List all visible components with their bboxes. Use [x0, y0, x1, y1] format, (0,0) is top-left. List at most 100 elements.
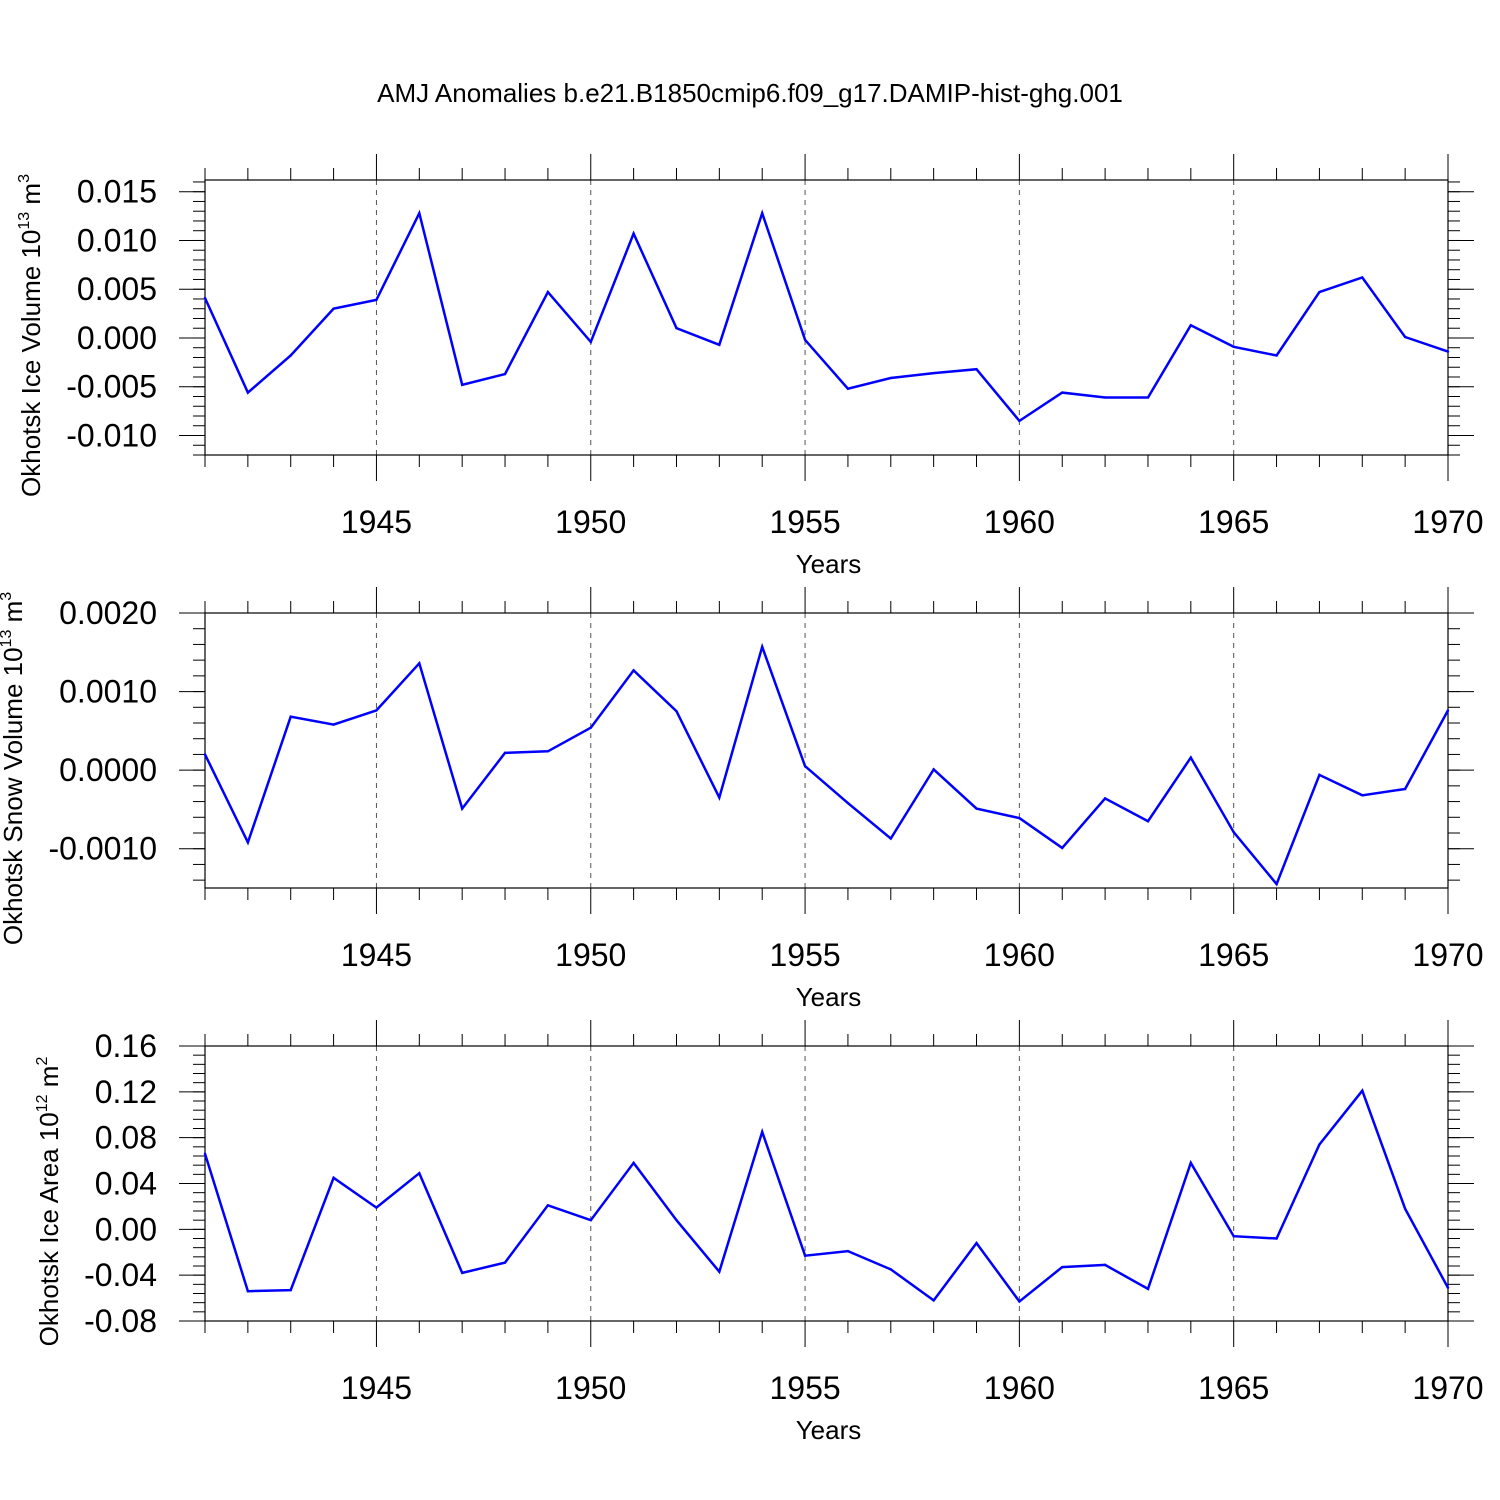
- data-point: [460, 807, 464, 810]
- data-point: [889, 837, 892, 840]
- data-point: [246, 391, 250, 394]
- data-point: [889, 376, 892, 380]
- x-axis-label: Years: [796, 549, 862, 579]
- y-tick-label: -0.04: [84, 1257, 157, 1293]
- data-point: [1189, 756, 1193, 759]
- data-point: [1403, 787, 1407, 791]
- x-tick-label: 1955: [769, 1370, 840, 1406]
- y-axis-label: Okhotsk Ice Volume 1013 m3: [16, 174, 46, 497]
- data-point: [803, 338, 807, 342]
- data-point: [1018, 419, 1021, 423]
- data-point: [203, 1152, 207, 1155]
- y-tick-label: 0.0000: [59, 752, 157, 788]
- x-tick-label: 1970: [1412, 504, 1483, 540]
- data-point: [203, 753, 207, 756]
- data-point: [761, 211, 764, 215]
- data-point: [460, 383, 464, 386]
- data-point: [589, 726, 592, 729]
- x-tick-label: 1965: [1198, 1370, 1269, 1406]
- data-point: [1275, 354, 1278, 357]
- x-tick-label: 1945: [341, 504, 412, 540]
- data-point: [632, 232, 635, 235]
- data-point: [675, 327, 678, 330]
- data-point: [289, 354, 292, 357]
- data-point: [418, 1171, 421, 1175]
- x-tick-label: 1960: [984, 504, 1055, 540]
- data-point: [289, 1288, 292, 1292]
- data-point: [1446, 1286, 1450, 1289]
- data-point: [1232, 831, 1235, 834]
- data-point: [846, 1249, 850, 1253]
- data-point: [975, 1241, 978, 1245]
- data-point: [375, 1206, 378, 1209]
- data-point: [803, 1254, 807, 1257]
- data-point: [332, 723, 335, 726]
- data-point: [203, 296, 207, 300]
- y-tick-label: 0.0010: [59, 674, 157, 710]
- x-tick-label: 1955: [769, 937, 840, 973]
- x-tick-label: 1965: [1198, 937, 1269, 973]
- x-tick-label: 1970: [1412, 937, 1483, 973]
- data-point: [675, 1218, 678, 1222]
- data-point: [1403, 1207, 1407, 1210]
- data-point: [1361, 794, 1364, 797]
- x-tick-label: 1955: [769, 504, 840, 540]
- data-point: [1061, 846, 1064, 850]
- plot-frame: [204, 612, 1449, 889]
- data-point: [1189, 324, 1193, 327]
- data-point: [546, 290, 550, 294]
- x-tick-label: 1950: [555, 937, 626, 973]
- data-point: [1103, 1263, 1107, 1267]
- chart-panel-3: 1945 1950 1955 1960 1965 1970 Years 0.16 0.12 0.0…: [34, 1020, 1484, 1445]
- data-point: [718, 343, 721, 347]
- y-tick-label: 0.015: [77, 174, 157, 210]
- x-tick-label: 1960: [984, 1370, 1055, 1406]
- data-point: [1146, 396, 1150, 399]
- data-point: [546, 750, 550, 753]
- data-point: [932, 1299, 935, 1302]
- y-tick-label: 0.12: [95, 1074, 157, 1110]
- x-axis-label: Years: [796, 982, 862, 1012]
- chart-title: AMJ Anomalies b.e21.B1850cmip6.f09_g17.D…: [377, 78, 1123, 108]
- data-point: [246, 1290, 250, 1293]
- data-point: [1403, 335, 1407, 339]
- data-point: [846, 387, 850, 390]
- data-point: [675, 710, 678, 713]
- data-point: [1146, 1287, 1150, 1291]
- data-point: [1232, 1235, 1235, 1238]
- data-point: [289, 715, 292, 718]
- data-point: [718, 796, 721, 799]
- data-point: [418, 662, 421, 665]
- data-point: [632, 669, 635, 672]
- data-point: [1318, 773, 1321, 777]
- data-point: [1318, 290, 1321, 294]
- series-line: [203, 642, 1450, 887]
- data-point: [332, 1176, 335, 1179]
- data-point: [975, 807, 978, 810]
- data-point: [332, 307, 335, 310]
- y-axis-label: Okhotsk Snow Volume 1013 m3: [0, 592, 28, 945]
- y-tick-label: 0.08: [95, 1120, 157, 1156]
- x-tick-label: 1945: [341, 937, 412, 973]
- data-point: [632, 1161, 635, 1165]
- y-tick-label: 0.16: [95, 1028, 157, 1064]
- data-point: [418, 211, 421, 215]
- plot-frame: [204, 179, 1449, 456]
- y-tick-label: 0.005: [77, 271, 157, 307]
- data-point: [1232, 345, 1235, 348]
- data-point: [589, 1218, 592, 1222]
- y-tick-label: -0.005: [66, 369, 157, 405]
- data-point: [460, 1271, 464, 1275]
- data-point: [803, 765, 807, 768]
- y-tick-label: 0.00: [95, 1211, 157, 1247]
- data-point: [1446, 709, 1450, 712]
- y-tick-label: -0.010: [66, 417, 157, 453]
- data-point: [761, 1130, 764, 1134]
- data-point: [246, 841, 250, 844]
- data-point: [546, 1204, 550, 1207]
- y-tick-label: 0.04: [95, 1166, 157, 1202]
- data-point: [889, 1268, 892, 1271]
- data-point: [375, 298, 378, 302]
- data-point: [1018, 1300, 1021, 1303]
